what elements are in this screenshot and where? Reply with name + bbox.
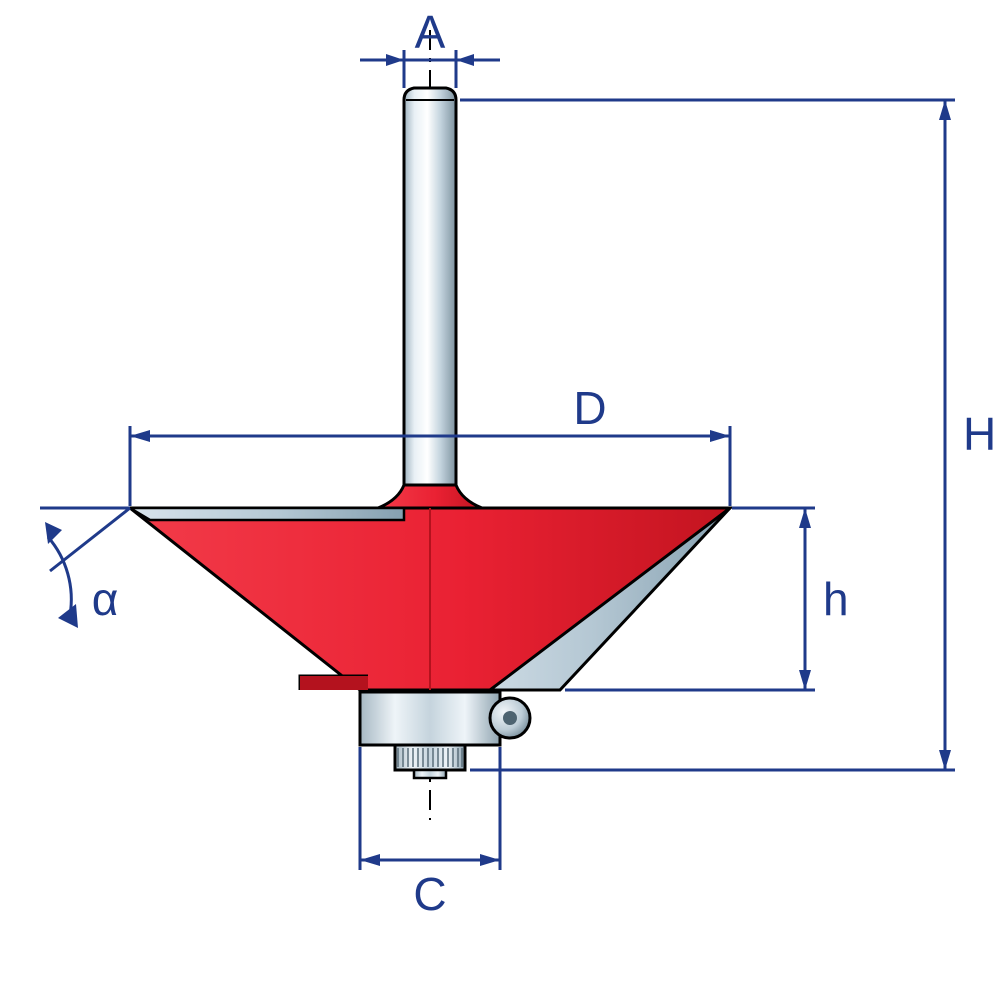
label-C: C <box>413 868 446 920</box>
label-h: h <box>823 573 849 625</box>
label-A: A <box>415 6 446 58</box>
shank <box>404 88 456 485</box>
router-bit-diagram: A D H h C <box>0 0 1000 1000</box>
label-alpha: α <box>92 573 119 625</box>
label-D: D <box>573 382 606 434</box>
bearing-hub <box>395 745 465 778</box>
label-H: H <box>963 408 996 460</box>
neck <box>378 485 482 508</box>
carbide-blade-front <box>130 508 404 520</box>
bearing-collar <box>360 692 530 745</box>
dimension-alpha: α <box>40 508 130 628</box>
